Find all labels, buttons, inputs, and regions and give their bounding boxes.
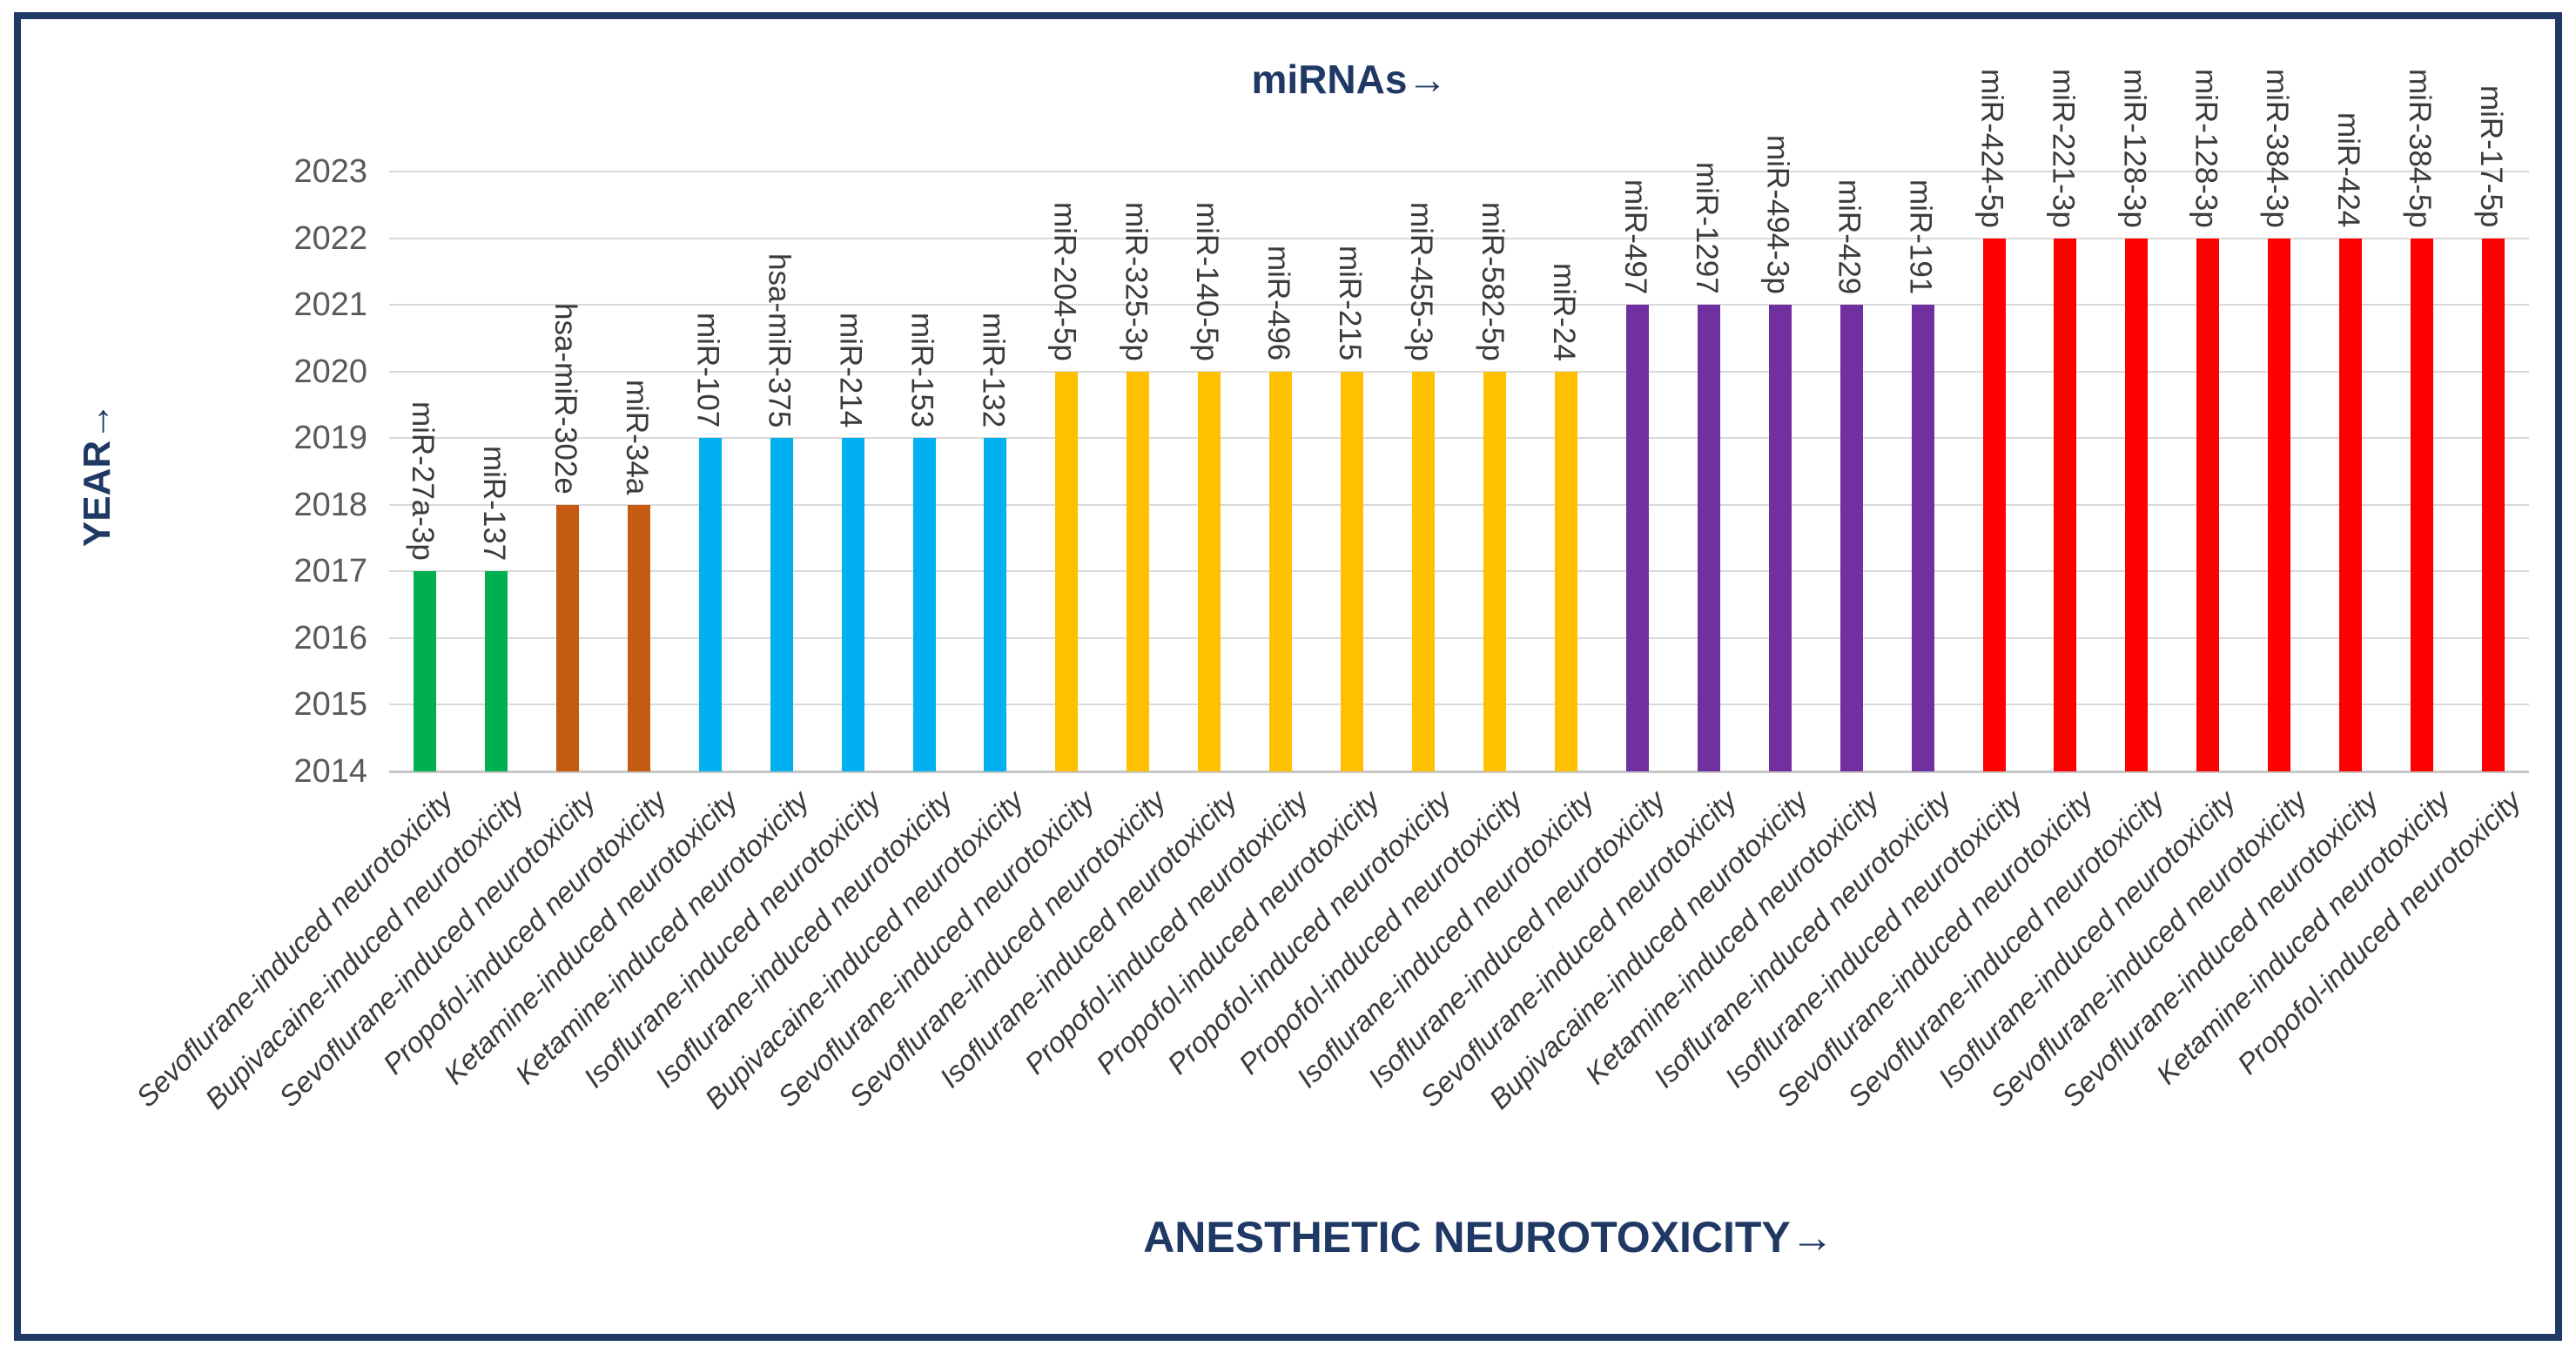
bar-label-miR-191: miR-191 [1903,178,1938,295]
gridline-2020 [389,370,2529,373]
bar-miR-34a [627,504,650,771]
bar-miR-204-5p [1055,371,1079,771]
bar-miR-325-3p [1127,371,1150,771]
gridline-2018 [389,503,2529,506]
bar-miR-153 [912,438,936,771]
y-tick-label-2018: 2018 [293,486,367,523]
bar-label-miR-424-5p: miR-424-5p [1974,68,2009,228]
bar-label-miR-215: miR-215 [1333,246,1368,361]
bar-label-miR-384-5p: miR-384-5p [2403,68,2438,228]
bar-miR-132 [984,438,1007,771]
y-axis-title: YEAR→ [76,401,118,548]
bar-label-miR-325-3p: miR-325-3p [1119,201,1153,361]
bar-label-miR-494-3p: miR-494-3p [1760,135,1795,295]
bar-label-miR-107: miR-107 [690,312,725,428]
y-tick-label-2020: 2020 [293,353,367,390]
bar-label-miR-132: miR-132 [976,312,1011,428]
bar-miR-214 [841,438,864,771]
bar-label-hsa-miR-375: hsa-miR-375 [762,252,797,428]
bar-label-miR-128-3p: miR-128-3p [2189,68,2223,228]
bar-label-miR-128-3p: miR-128-3p [2117,68,2152,228]
bar-label-miR-140-5p: miR-140-5p [1190,201,1225,361]
bar-miR-384-3p [2268,238,2291,771]
gridline-2023 [389,171,2529,172]
bar-miR-191 [1911,305,1934,771]
bar-miR-496 [1269,371,1293,771]
bar-miR-424-5p [1982,238,2006,771]
y-tick-label-2021: 2021 [293,286,367,324]
bar-miR-384-5p [2411,238,2434,771]
y-tick-label-2019: 2019 [293,420,367,457]
gridline-2022 [389,237,2529,239]
bar-label-miR-582-5p: miR-582-5p [1475,201,1510,361]
bar-label-miR-204-5p: miR-204-5p [1047,201,1082,361]
bar-miR-107 [698,438,722,771]
y-tick-label-2014: 2014 [293,753,367,790]
bar-miR-128-3p [2196,238,2220,771]
y-tick-label-2023: 2023 [293,153,367,190]
y-tick-label-2015: 2015 [293,686,367,724]
bar-label-miR-424: miR-424 [2331,112,2366,228]
bar-label-miR-1297: miR-1297 [1689,162,1724,295]
bar-label-miR-214: miR-214 [833,312,868,428]
bar-label-miR-17-5p: miR-17-5p [2474,85,2509,228]
gridline-2015 [389,703,2529,706]
bar-miR-24 [1554,371,1577,771]
y-tick-label-2017: 2017 [293,553,367,590]
bar-miR-424 [2339,238,2363,771]
bar-label-miR-153: miR-153 [905,312,939,428]
bar-hsa-miR-375 [770,438,793,771]
bar-label-miR-221-3p: miR-221-3p [2046,68,2081,228]
x-axis-title: ANESTHETIC NEUROTOXICITY→ [1143,1213,1834,1262]
bar-label-miR-455-3p: miR-455-3p [1404,201,1439,361]
gridline-2019 [389,437,2529,440]
bar-label-hsa-miR-302e: hsa-miR-302e [548,302,582,495]
bar-miR-497 [1625,305,1649,771]
bar-miR-221-3p [2054,238,2077,771]
bar-miR-17-5p [2482,238,2505,771]
chart-title: miRNAs→ [1251,57,1448,102]
gridline-2021 [389,304,2529,306]
x-axis-line [389,771,2529,773]
bar-miR-455-3p [1412,371,1436,771]
y-tick-label-2022: 2022 [293,219,367,257]
bar-miR-140-5p [1198,371,1221,771]
bar-miR-27a-3p [413,571,436,771]
bar-miR-429 [1840,305,1863,771]
bar-label-miR-137: miR-137 [476,446,511,562]
gridline-2017 [389,570,2529,573]
y-tick-label-2016: 2016 [293,619,367,656]
bar-label-miR-24: miR-24 [1546,262,1581,361]
bar-miR-582-5p [1483,371,1506,771]
bar-miR-137 [484,571,508,771]
bar-hsa-miR-302e [555,504,579,771]
bar-miR-494-3p [1768,305,1792,771]
bar-label-miR-497: miR-497 [1618,178,1652,295]
bar-label-miR-34a: miR-34a [619,379,654,495]
bar-miR-1297 [1697,305,1720,771]
gridline-2016 [389,636,2529,639]
bar-label-miR-429: miR-429 [1832,178,1866,295]
bar-label-miR-384-3p: miR-384-3p [2260,68,2295,228]
bar-miR-128-3p [2125,238,2149,771]
bar-label-miR-496: miR-496 [1261,246,1296,361]
bar-miR-215 [1341,371,1364,771]
bar-label-miR-27a-3p: miR-27a-3p [405,401,440,562]
